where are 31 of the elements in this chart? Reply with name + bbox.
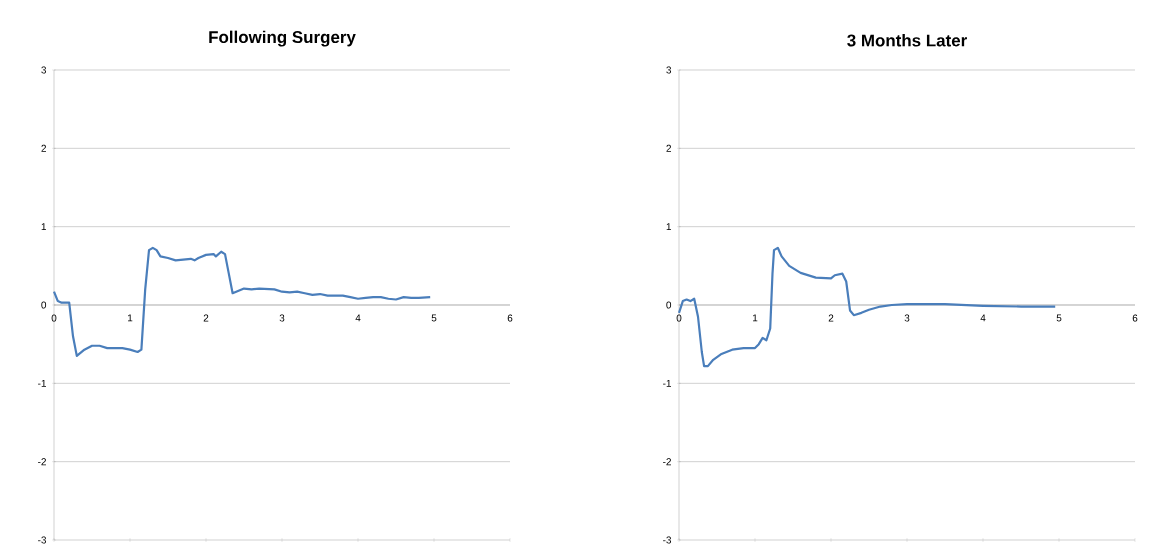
chart-title: Following Surgery [209,30,356,47]
x-tick-label: 4 [980,314,986,322]
x-tick-label: 0 [676,314,682,322]
y-tick-label: 0 [41,301,47,309]
y-tick-label: -2 [38,458,46,466]
y-tick-label: 3 [666,66,672,74]
y-tick-label: -1 [663,379,672,387]
x-tick-label: 1 [128,314,133,322]
y-tick-label: 1 [41,223,46,231]
y-tick-label: 3 [41,66,47,74]
y-tick-label: -3 [663,536,672,544]
y-tick-label: 2 [666,144,671,152]
x-tick-label: 6 [507,314,513,322]
x-tick-label: 2 [203,314,209,322]
x-tick-label: 2 [828,314,834,322]
x-tick-label: 6 [1132,314,1138,322]
y-tick-label: 2 [41,144,46,152]
x-tick-label: 4 [355,314,361,322]
y-tick-label: 0 [666,301,672,309]
x-tick-label: 5 [431,314,437,322]
chart-title: 3 Months Later [847,34,967,47]
x-tick-label: 3 [904,314,910,322]
line-series [677,246,1057,368]
y-tick-label: -3 [38,536,47,544]
x-tick-label: 5 [1056,314,1062,322]
x-tick-label: 1 [753,314,758,322]
x-tick-label: 3 [279,314,285,322]
y-tick-label: -1 [38,379,46,387]
y-tick-label: -2 [663,458,671,466]
x-tick-label: 0 [51,314,57,322]
y-tick-label: 1 [666,223,672,231]
